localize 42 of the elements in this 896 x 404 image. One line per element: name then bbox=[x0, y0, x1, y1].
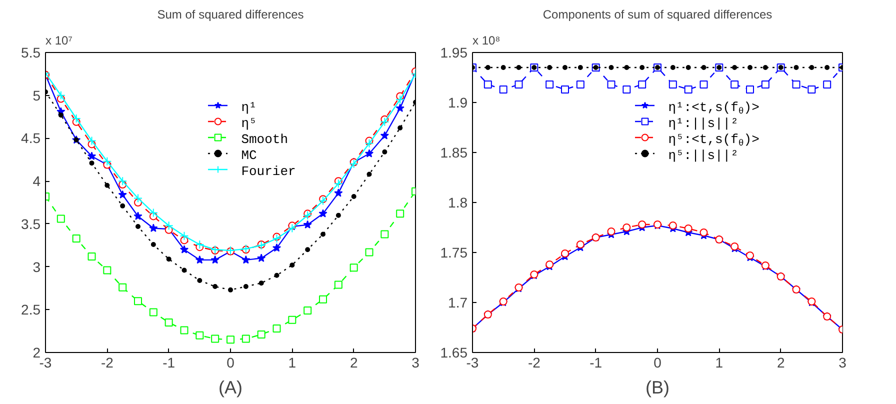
text: x 10⁷ bbox=[46, 34, 73, 48]
x-tick-label: 3 bbox=[838, 354, 847, 370]
legend-label: η¹ bbox=[241, 100, 257, 115]
x-tick-label: 1 bbox=[288, 354, 296, 370]
x-tick-label: -3 bbox=[466, 354, 479, 370]
text: (B) bbox=[646, 378, 670, 398]
x-tick-label: 3 bbox=[412, 354, 420, 370]
x-tick-label: -1 bbox=[590, 354, 602, 370]
legend-label: η⁵:||s||² bbox=[668, 148, 738, 163]
y-tick-label: 1.75 bbox=[440, 244, 468, 260]
text: (A) bbox=[218, 378, 243, 398]
y-tick-label: 1.9 bbox=[448, 94, 468, 110]
x-tick-label: 1 bbox=[715, 354, 724, 370]
y-tick-label: 5 bbox=[32, 87, 41, 104]
y-tick-label: 3 bbox=[32, 258, 41, 275]
y-tick-label: 1.7 bbox=[448, 294, 468, 310]
x-tick-label: -3 bbox=[39, 354, 52, 370]
y-tick-label: 2.5 bbox=[21, 302, 41, 318]
legend-label: Fourier bbox=[241, 164, 296, 179]
text: x 10⁸ bbox=[472, 34, 500, 48]
x-tick-label: -2 bbox=[528, 354, 541, 370]
y-tick-label: 4 bbox=[32, 173, 41, 190]
y-tick-label: 1.95 bbox=[440, 44, 468, 60]
y-tick-label: 4.5 bbox=[21, 130, 41, 146]
x-tick-label: -2 bbox=[100, 354, 114, 370]
x-tick-label: -1 bbox=[162, 354, 176, 370]
x-tick-label: 0 bbox=[654, 354, 662, 370]
legend-label: Smooth bbox=[241, 132, 288, 147]
legend-label: MC bbox=[241, 148, 257, 163]
y-tick-label: 1.8 bbox=[448, 194, 468, 210]
legend-label: η⁵ bbox=[241, 116, 257, 131]
y-tick-label: 1.65 bbox=[440, 344, 468, 360]
chart-title: Components of sum of squared differences bbox=[542, 8, 772, 22]
chart-title: Sum of squared differences bbox=[157, 8, 304, 22]
x-tick-label: 0 bbox=[226, 354, 235, 370]
x-tick-label: 2 bbox=[776, 354, 785, 370]
y-tick-label: 5.5 bbox=[21, 44, 41, 60]
y-tick-label: 3.5 bbox=[21, 216, 41, 232]
y-tick-label: 2 bbox=[32, 344, 41, 360]
y-tick-label: 1.85 bbox=[440, 144, 468, 160]
legend-label: η¹:||s||² bbox=[668, 116, 738, 131]
x-tick-label: 2 bbox=[350, 354, 358, 370]
